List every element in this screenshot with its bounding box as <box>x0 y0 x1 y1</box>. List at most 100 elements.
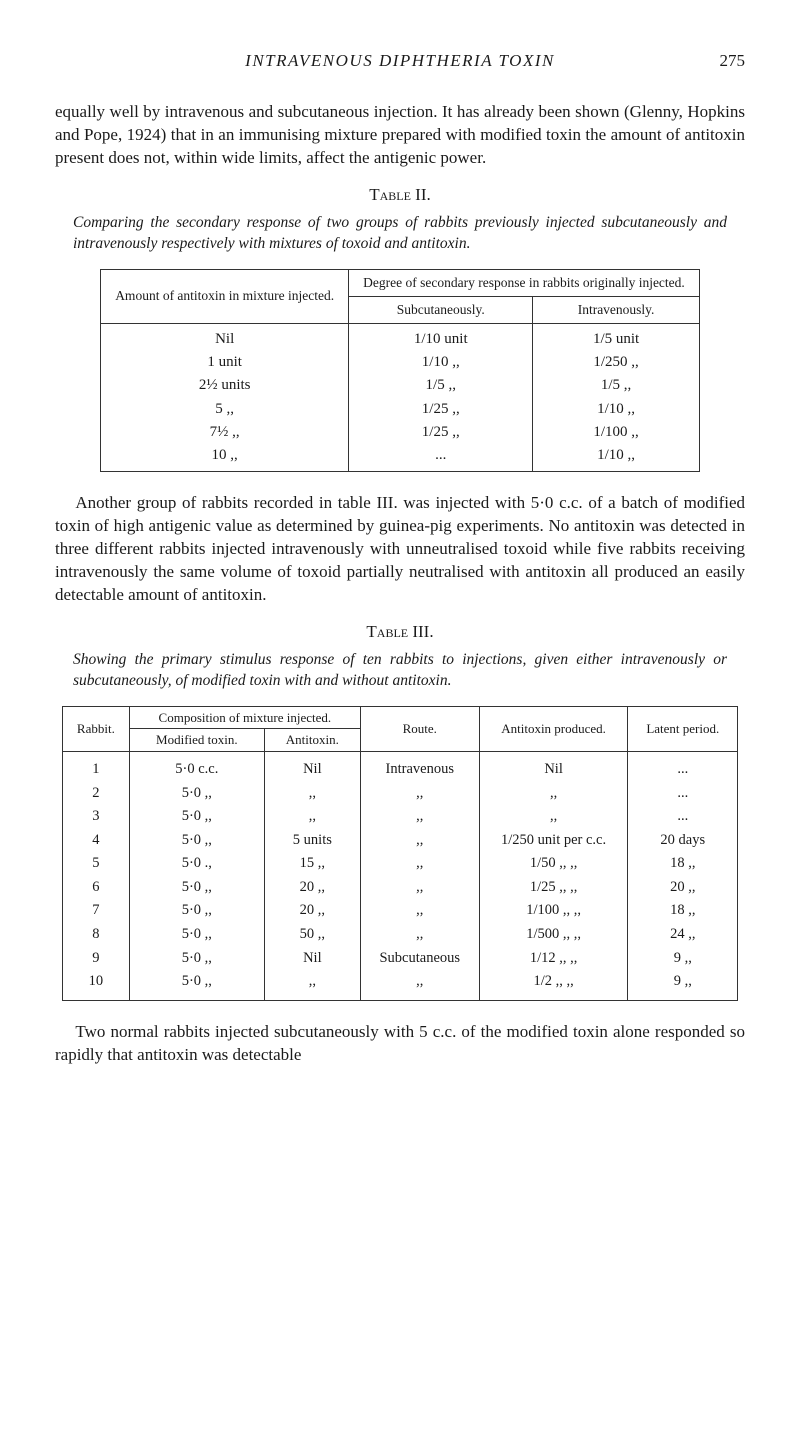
t3-cell-produced: 1/100 ,, ,, <box>479 899 628 923</box>
t3-cell-latent: 18 ,, <box>628 852 738 876</box>
t3-cell-rabbit: 10 <box>62 970 129 1000</box>
t3-cell-rabbit: 6 <box>62 876 129 900</box>
t3-cell-route: ,, <box>360 805 479 829</box>
t3-cell-latent: 24 ,, <box>628 923 738 947</box>
page-number: 275 <box>705 50 745 73</box>
t3-h-latent: Latent period. <box>628 706 738 751</box>
t2-cell-iv: 1/10 ,, <box>547 444 684 467</box>
t3-cell-route: ,, <box>360 782 479 806</box>
t3-cell-antitoxin: Nil <box>264 752 360 782</box>
t2-cell-iv: 1/250 ,, <box>547 351 684 374</box>
paragraph-3: Two normal rabbits injected subcutaneous… <box>55 1021 745 1067</box>
t3-cell-modified: 5·0 ,, <box>129 829 264 853</box>
t3-cell-rabbit: 3 <box>62 805 129 829</box>
t2-cell-amount: Nil <box>115 328 334 351</box>
t3-cell-modified: 5·0 ,, <box>129 782 264 806</box>
t3-cell-produced: 1/2 ,, ,, <box>479 970 628 1000</box>
t3-cell-latent: 18 ,, <box>628 899 738 923</box>
t3-cell-latent: ... <box>628 752 738 782</box>
t3-cell-produced: 1/50 ,, ,, <box>479 852 628 876</box>
t3-cell-antitoxin: 50 ,, <box>264 923 360 947</box>
t3-cell-antitoxin: Nil <box>264 947 360 971</box>
t3-cell-antitoxin: ,, <box>264 970 360 1000</box>
table-row: 45·0 ,,5 units,,1/250 unit per c.c.20 da… <box>62 829 737 853</box>
running-title: INTRAVENOUS DIPHTHERIA TOXIN <box>95 50 705 73</box>
table-2: Amount of antitoxin in mixture injected.… <box>100 269 700 473</box>
t3-cell-latent: 20 ,, <box>628 876 738 900</box>
t3-cell-rabbit: 7 <box>62 899 129 923</box>
table-row: 15·0 c.c.NilIntravenousNil... <box>62 752 737 782</box>
table-row: 35·0 ,,,,,,,,... <box>62 805 737 829</box>
t2-col-iv: 1/5 unit1/250 ,,1/5 ,,1/10 ,,1/100 ,,1/1… <box>533 323 699 472</box>
t3-cell-latent: 9 ,, <box>628 970 738 1000</box>
t2-cell-sub: 1/25 ,, <box>363 421 518 444</box>
t2-h-amount: Amount of antitoxin in mixture injected. <box>101 269 349 323</box>
t2-cell-sub: ... <box>363 444 518 467</box>
t3-h-rabbit: Rabbit. <box>62 706 129 751</box>
t2-cell-iv: 1/5 unit <box>547 328 684 351</box>
t2-cell-amount: 2½ units <box>115 374 334 397</box>
t3-cell-route: Subcutaneous <box>360 947 479 971</box>
t3-cell-produced: 1/12 ,, ,, <box>479 947 628 971</box>
table-row: 85·0 ,,50 ,,,,1/500 ,, ,,24 ,, <box>62 923 737 947</box>
paragraph-2: Another group of rabbits recorded in tab… <box>55 492 745 607</box>
running-header: INTRAVENOUS DIPHTHERIA TOXIN 275 <box>55 50 745 73</box>
t3-cell-modified: 5·0 ,, <box>129 923 264 947</box>
t3-cell-produced: ,, <box>479 782 628 806</box>
t2-cell-amount: 5 ,, <box>115 398 334 421</box>
t3-cell-produced: 1/500 ,, ,, <box>479 923 628 947</box>
t2-cell-sub: 1/10 unit <box>363 328 518 351</box>
table3-label: Table III. <box>55 621 745 644</box>
t3-h-modified: Modified toxin. <box>129 729 264 752</box>
t3-cell-produced: ,, <box>479 805 628 829</box>
t3-cell-antitoxin: ,, <box>264 805 360 829</box>
t3-cell-route: ,, <box>360 852 479 876</box>
table-row: 95·0 ,,NilSubcutaneous1/12 ,, ,,9 ,, <box>62 947 737 971</box>
t3-cell-latent: 20 days <box>628 829 738 853</box>
t3-cell-latent: ... <box>628 782 738 806</box>
table-3: Rabbit. Composition of mixture injected.… <box>62 706 738 1001</box>
t3-h-route: Route. <box>360 706 479 751</box>
t3-cell-rabbit: 2 <box>62 782 129 806</box>
t3-cell-modified: 5·0 ,, <box>129 947 264 971</box>
t2-h-iv: Intravenously. <box>533 296 699 323</box>
t3-h-composition: Composition of mixture injected. <box>129 706 360 729</box>
t2-cell-sub: 1/5 ,, <box>363 374 518 397</box>
t3-h-antitoxin: Antitoxin. <box>264 729 360 752</box>
t3-cell-route: ,, <box>360 876 479 900</box>
t3-cell-route: ,, <box>360 923 479 947</box>
t3-cell-modified: 5·0 c.c. <box>129 752 264 782</box>
t2-cell-sub: 1/10 ,, <box>363 351 518 374</box>
t3-cell-modified: 5·0 ,, <box>129 876 264 900</box>
t3-cell-route: ,, <box>360 899 479 923</box>
t2-cell-sub: 1/25 ,, <box>363 398 518 421</box>
t2-col-amount: Nil1 unit2½ units5 ,,7½ ,,10 ,, <box>101 323 349 472</box>
t2-col-sub: 1/10 unit1/10 ,,1/5 ,,1/25 ,,1/25 ,,... <box>349 323 533 472</box>
t3-cell-modified: 5·0 ., <box>129 852 264 876</box>
t3-cell-produced: Nil <box>479 752 628 782</box>
t3-cell-modified: 5·0 ,, <box>129 899 264 923</box>
t3-cell-rabbit: 5 <box>62 852 129 876</box>
t2-cell-amount: 7½ ,, <box>115 421 334 444</box>
t2-h-sub: Subcutaneously. <box>349 296 533 323</box>
t3-cell-modified: 5·0 ,, <box>129 805 264 829</box>
t3-h-produced: Antitoxin produced. <box>479 706 628 751</box>
t3-cell-route: ,, <box>360 970 479 1000</box>
t3-cell-antitoxin: 20 ,, <box>264 876 360 900</box>
t3-cell-antitoxin: 5 units <box>264 829 360 853</box>
table2-label: Table II. <box>55 184 745 207</box>
t3-cell-produced: 1/250 unit per c.c. <box>479 829 628 853</box>
t3-cell-antitoxin: 20 ,, <box>264 899 360 923</box>
t3-cell-antitoxin: 15 ,, <box>264 852 360 876</box>
table3-caption: Showing the primary stimulus response of… <box>73 650 727 692</box>
t2-cell-iv: 1/5 ,, <box>547 374 684 397</box>
t3-cell-route: Intravenous <box>360 752 479 782</box>
t3-cell-latent: ... <box>628 805 738 829</box>
table-row: 105·0 ,,,,,,1/2 ,, ,,9 ,, <box>62 970 737 1000</box>
t2-cell-amount: 1 unit <box>115 351 334 374</box>
t3-cell-rabbit: 8 <box>62 923 129 947</box>
t2-cell-iv: 1/100 ,, <box>547 421 684 444</box>
t2-cell-amount: 10 ,, <box>115 444 334 467</box>
t3-cell-rabbit: 1 <box>62 752 129 782</box>
table-row: 75·0 ,,20 ,,,,1/100 ,, ,,18 ,, <box>62 899 737 923</box>
